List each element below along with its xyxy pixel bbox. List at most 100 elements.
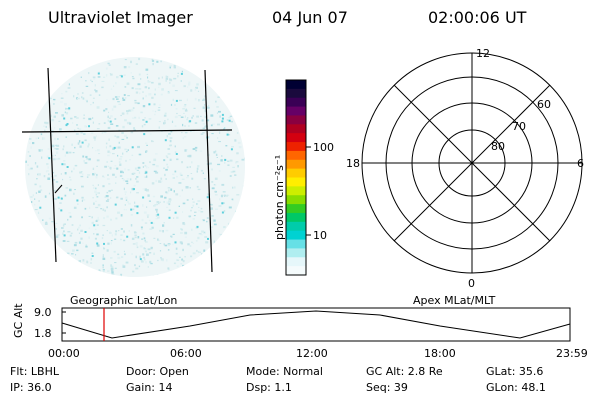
uv-speckle (96, 244, 100, 247)
uv-speckle (229, 115, 233, 117)
uv-speckle (160, 177, 163, 180)
uv-speckle (54, 154, 56, 156)
uv-speckle (182, 248, 184, 252)
uv-speckle (51, 221, 54, 223)
uv-speckle (127, 95, 130, 97)
uv-speckle (184, 125, 186, 127)
uv-speckle (97, 149, 100, 152)
uv-speckle (191, 116, 193, 119)
uv-speckle (201, 253, 203, 256)
uv-speckle (96, 224, 99, 226)
uv-speckle (121, 138, 125, 140)
uv-speckle (108, 183, 111, 185)
uv-speckle (224, 191, 226, 193)
uv-speckle (182, 260, 185, 263)
uv-speckle (210, 204, 213, 206)
uv-speckle (220, 194, 223, 198)
uv-speckle (74, 189, 76, 191)
uv-speckle (150, 246, 153, 250)
uv-speckle (95, 135, 97, 138)
uv-speckle (136, 244, 138, 246)
uv-speckle (175, 193, 179, 196)
uv-speckle (95, 90, 98, 93)
mlt-label-12: 12 (476, 47, 490, 60)
uv-speckle (142, 232, 145, 235)
uv-speckle (163, 243, 165, 246)
uv-speckle (59, 202, 62, 204)
uv-speckle (60, 97, 64, 99)
uv-speckle (146, 166, 148, 169)
uv-speckle (200, 207, 203, 210)
uv-speckle (135, 63, 138, 65)
uv-speckle (219, 131, 221, 134)
uv-speckle (130, 72, 132, 74)
uv-speckle (62, 178, 64, 181)
uv-speckle (195, 86, 198, 89)
uv-speckle (123, 66, 127, 69)
uv-speckle (146, 206, 148, 208)
uv-speckle (156, 60, 159, 63)
uv-speckle (122, 264, 124, 266)
uv-speckle (155, 153, 158, 155)
uv-speckle (103, 131, 107, 133)
uv-speckle (129, 122, 132, 125)
uv-speckle (73, 206, 77, 209)
mlt-label-18: 18 (346, 157, 360, 170)
uv-bright-speckle (133, 188, 135, 191)
uv-bright-speckle (131, 146, 134, 149)
uv-speckle (161, 76, 163, 79)
uv-speckle (44, 121, 47, 124)
uv-speckle (238, 146, 242, 149)
uv-speckle (142, 162, 145, 164)
uv-bright-speckle (142, 196, 145, 199)
uv-bright-speckle (114, 203, 117, 206)
uv-speckle (142, 91, 144, 93)
uv-speckle (79, 171, 82, 174)
uv-speckle (192, 148, 196, 150)
uv-speckle (216, 112, 218, 114)
uv-speckle (137, 145, 140, 149)
uv-speckle (81, 216, 83, 219)
uv-speckle (83, 133, 86, 135)
uv-speckle (78, 232, 81, 234)
uv-speckle (214, 150, 217, 153)
uv-speckle (90, 258, 92, 261)
xtick-2359: 23:59 (556, 347, 588, 360)
uv-speckle (196, 203, 198, 205)
uv-speckle (92, 97, 95, 99)
uv-speckle (94, 228, 97, 230)
uv-speckle (107, 119, 109, 122)
uv-speckle (81, 96, 83, 99)
uv-speckle (157, 238, 159, 241)
uv-speckle (123, 230, 125, 233)
uv-speckle (126, 112, 129, 115)
uv-speckle (137, 83, 141, 86)
uv-speckle (59, 128, 62, 131)
uv-bright-speckle (66, 123, 69, 125)
uv-speckle (215, 208, 218, 210)
geo-caption: Geographic Lat/Lon (70, 294, 178, 307)
uv-speckle (206, 119, 210, 122)
uv-speckle (140, 78, 142, 80)
uv-speckle (54, 222, 58, 224)
uv-speckle (182, 108, 185, 110)
uv-speckle (49, 97, 52, 100)
uv-speckle (134, 234, 137, 237)
uv-speckle (148, 118, 152, 120)
uv-speckle (164, 112, 167, 115)
uv-speckle (156, 274, 159, 276)
uv-speckle (153, 237, 156, 239)
uv-bright-speckle (221, 202, 224, 205)
uv-speckle (197, 251, 200, 254)
color-scale-segment (286, 266, 306, 276)
uv-speckle (98, 71, 100, 74)
uv-speckle (204, 104, 206, 106)
uv-speckle (117, 211, 120, 214)
uv-speckle (167, 249, 170, 251)
uv-speckle (165, 168, 168, 171)
uv-speckle (138, 73, 141, 76)
uv-speckle (143, 211, 147, 214)
uv-speckle (157, 259, 159, 262)
uv-speckle (74, 129, 76, 132)
